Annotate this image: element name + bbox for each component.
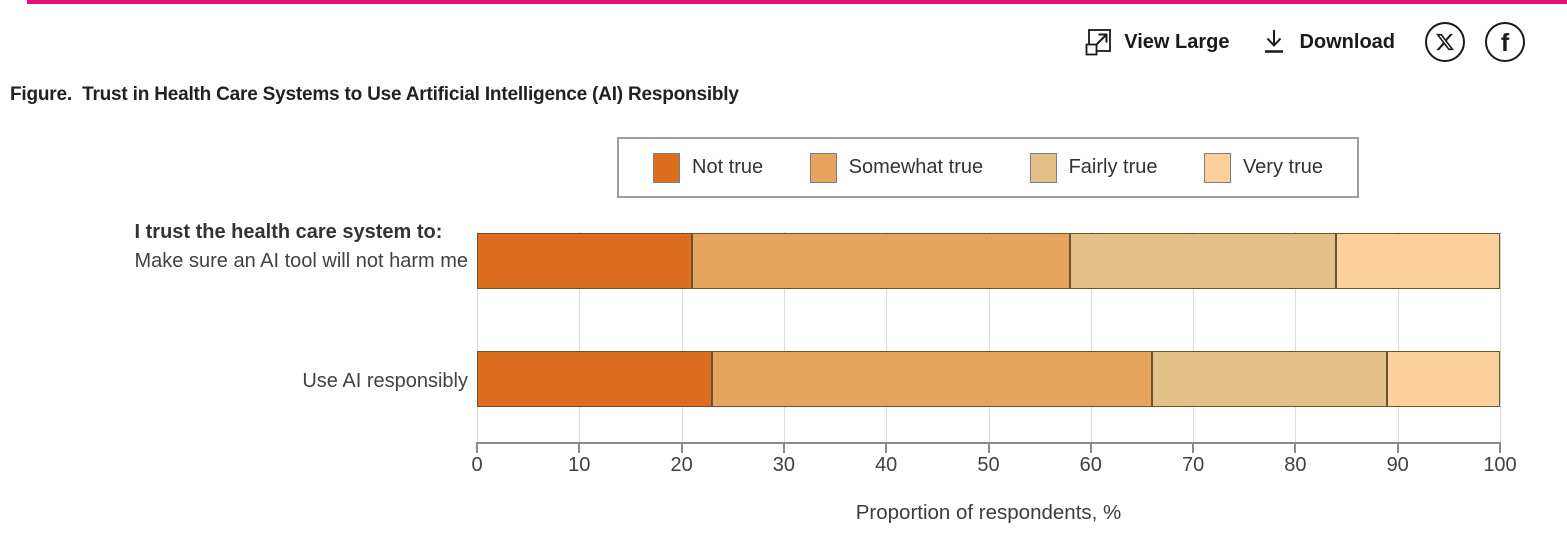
download-label: Download — [1299, 30, 1395, 53]
gridline-10 — [579, 232, 581, 442]
bar2-category-label: Use AI responsibly — [302, 370, 468, 392]
view-large-label: View Large — [1124, 30, 1230, 53]
axis-tick-90 — [1396, 444, 1399, 453]
axis-tick-0 — [476, 444, 478, 453]
axis-tick-label-50: 50 — [977, 454, 1000, 476]
gridline-0 — [477, 232, 478, 442]
bar1-category-label: Make sure an AI tool will not harm me — [134, 250, 468, 272]
legend-label: Somewhat true — [848, 156, 984, 178]
legend-swatch-somewhat-true — [809, 152, 837, 183]
chart-legend: Not true Somewhat true Fairly true Very tru… — [617, 137, 1359, 198]
axis-tick-80 — [1294, 444, 1297, 453]
share-x-button[interactable] — [1425, 22, 1465, 62]
row-heading: I trust the health care system to: — [134, 221, 443, 243]
axis-tick-60 — [1089, 444, 1092, 453]
share-facebook-button[interactable]: f — [1485, 22, 1525, 62]
axis-tick-label-90: 90 — [1386, 454, 1409, 476]
axis-tick-label-40: 40 — [875, 454, 898, 476]
axis-tick-50 — [987, 444, 990, 453]
axis-tick-40 — [885, 444, 888, 453]
view-large-button[interactable]: View Large — [1084, 27, 1229, 57]
axis-tick-100 — [1499, 444, 1501, 453]
legend-swatch-fairly-true — [1029, 152, 1057, 183]
gridline-80 — [1295, 232, 1297, 442]
legend-label: Not true — [692, 156, 764, 178]
axis-tick-30 — [782, 444, 785, 453]
legend-swatch-very-true — [1203, 152, 1231, 183]
gridline-70 — [1193, 232, 1195, 442]
legend-label: Fairly true — [1068, 156, 1158, 178]
top-accent-bar — [27, 0, 1567, 4]
gridline-60 — [1090, 232, 1092, 442]
axis-tick-label-70: 70 — [1181, 454, 1205, 476]
axis-tick-label-20: 20 — [670, 454, 693, 476]
axis-tick-label-80: 80 — [1284, 454, 1307, 476]
axis-tick-70 — [1192, 444, 1195, 453]
legend-swatch-not-true — [653, 152, 680, 183]
legend-label: Very true — [1242, 156, 1323, 178]
plot-area — [477, 232, 1501, 442]
x-social-icon — [1436, 33, 1455, 51]
gridline-40 — [886, 232, 888, 442]
download-button[interactable]: Download — [1259, 27, 1395, 57]
legend-item-fairly-true: Fairly true — [1029, 152, 1158, 183]
gridline-100 — [1500, 232, 1501, 442]
axis-tick-10 — [578, 444, 581, 453]
figure-toolbar: View Large Download f — [1084, 20, 1525, 64]
bar1-label: I trust the health care system to: Make … — [135, 218, 468, 276]
legend-item-not-true: Not true — [653, 152, 764, 183]
gridline-20 — [681, 232, 683, 442]
download-icon — [1265, 30, 1284, 53]
gridline-30 — [783, 232, 785, 442]
x-axis-line — [476, 442, 1501, 444]
figure-title: Figure. Trust in Health Care Systems to … — [10, 84, 739, 105]
facebook-icon: f — [1500, 28, 1510, 57]
gridline-90 — [1397, 232, 1399, 442]
expand-icon — [1085, 29, 1112, 56]
x-axis-title: Proportion of respondents, % — [855, 501, 1122, 524]
axis-tick-label-60: 60 — [1079, 454, 1102, 476]
axis-tick-label-10: 10 — [568, 454, 591, 476]
gridline-50 — [988, 232, 990, 442]
legend-item-somewhat-true: Somewhat true — [809, 152, 984, 183]
axis-tick-label-100: 100 — [1483, 454, 1517, 476]
axis-tick-20 — [680, 444, 683, 453]
legend-item-very-true: Very true — [1203, 152, 1323, 183]
axis-tick-label-30: 30 — [772, 454, 796, 476]
axis-tick-label-0: 0 — [471, 454, 483, 476]
